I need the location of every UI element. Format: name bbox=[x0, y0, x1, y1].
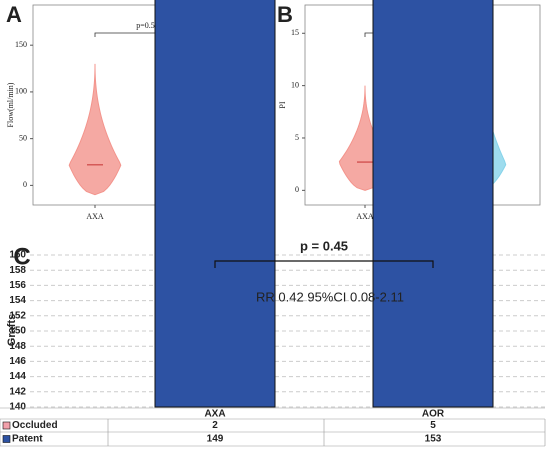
y-tick-label: 146 bbox=[9, 356, 26, 367]
y-tick-label: 5 bbox=[295, 133, 299, 142]
y-tick-label: 142 bbox=[9, 386, 26, 397]
p-value: p = 0.45 bbox=[300, 238, 348, 253]
legend-label: Patent bbox=[12, 434, 43, 445]
y-tick-label: 10 bbox=[291, 80, 299, 89]
y-axis-label: PI bbox=[278, 101, 287, 108]
table-value: 5 bbox=[430, 420, 436, 431]
table-value: 153 bbox=[425, 434, 442, 445]
significance-bracket bbox=[214, 260, 434, 268]
y-axis-label: Flow(ml/min) bbox=[6, 82, 15, 127]
y-tick-label: 150 bbox=[9, 326, 26, 337]
y-axis-label: Grafts bbox=[6, 314, 18, 346]
violin bbox=[68, 63, 122, 196]
p-value: p=0.53 bbox=[136, 21, 159, 30]
y-tick-label: 140 bbox=[9, 402, 26, 413]
panel-label: C bbox=[13, 243, 30, 270]
legend-label: Occluded bbox=[12, 420, 58, 431]
legend-swatch bbox=[2, 421, 11, 430]
y-tick-label: 148 bbox=[9, 341, 26, 352]
y-tick-label: 50 bbox=[19, 133, 27, 142]
bar-segment bbox=[372, 0, 494, 408]
y-tick-label: 154 bbox=[9, 295, 26, 306]
y-tick-label: 144 bbox=[9, 371, 26, 382]
x-tick-label: AXA bbox=[86, 212, 104, 221]
legend-swatch bbox=[2, 435, 11, 443]
x-tick-label: AOR bbox=[422, 409, 445, 420]
y-tick-label: 150 bbox=[15, 40, 27, 49]
rr-note: RR 0.42 95%CI 0.08-2.11 bbox=[256, 289, 404, 304]
table-value: 149 bbox=[207, 434, 224, 445]
y-tick-label: 160 bbox=[9, 250, 26, 261]
y-tick-label: 156 bbox=[9, 280, 26, 291]
y-tick-label: 0 bbox=[295, 185, 299, 194]
y-tick-label: 15 bbox=[291, 28, 299, 37]
y-tick-label: 158 bbox=[9, 265, 26, 276]
bar-segment bbox=[154, 0, 276, 408]
x-tick-label: AXA bbox=[204, 409, 225, 420]
x-tick-label: AXA bbox=[356, 212, 374, 221]
y-tick-label: 0 bbox=[23, 180, 27, 189]
table-value: 2 bbox=[212, 420, 218, 431]
panel-label: B bbox=[277, 2, 293, 27]
y-tick-label: 152 bbox=[9, 310, 26, 321]
panel-label: A bbox=[6, 2, 22, 27]
y-tick-label: 100 bbox=[15, 87, 27, 96]
